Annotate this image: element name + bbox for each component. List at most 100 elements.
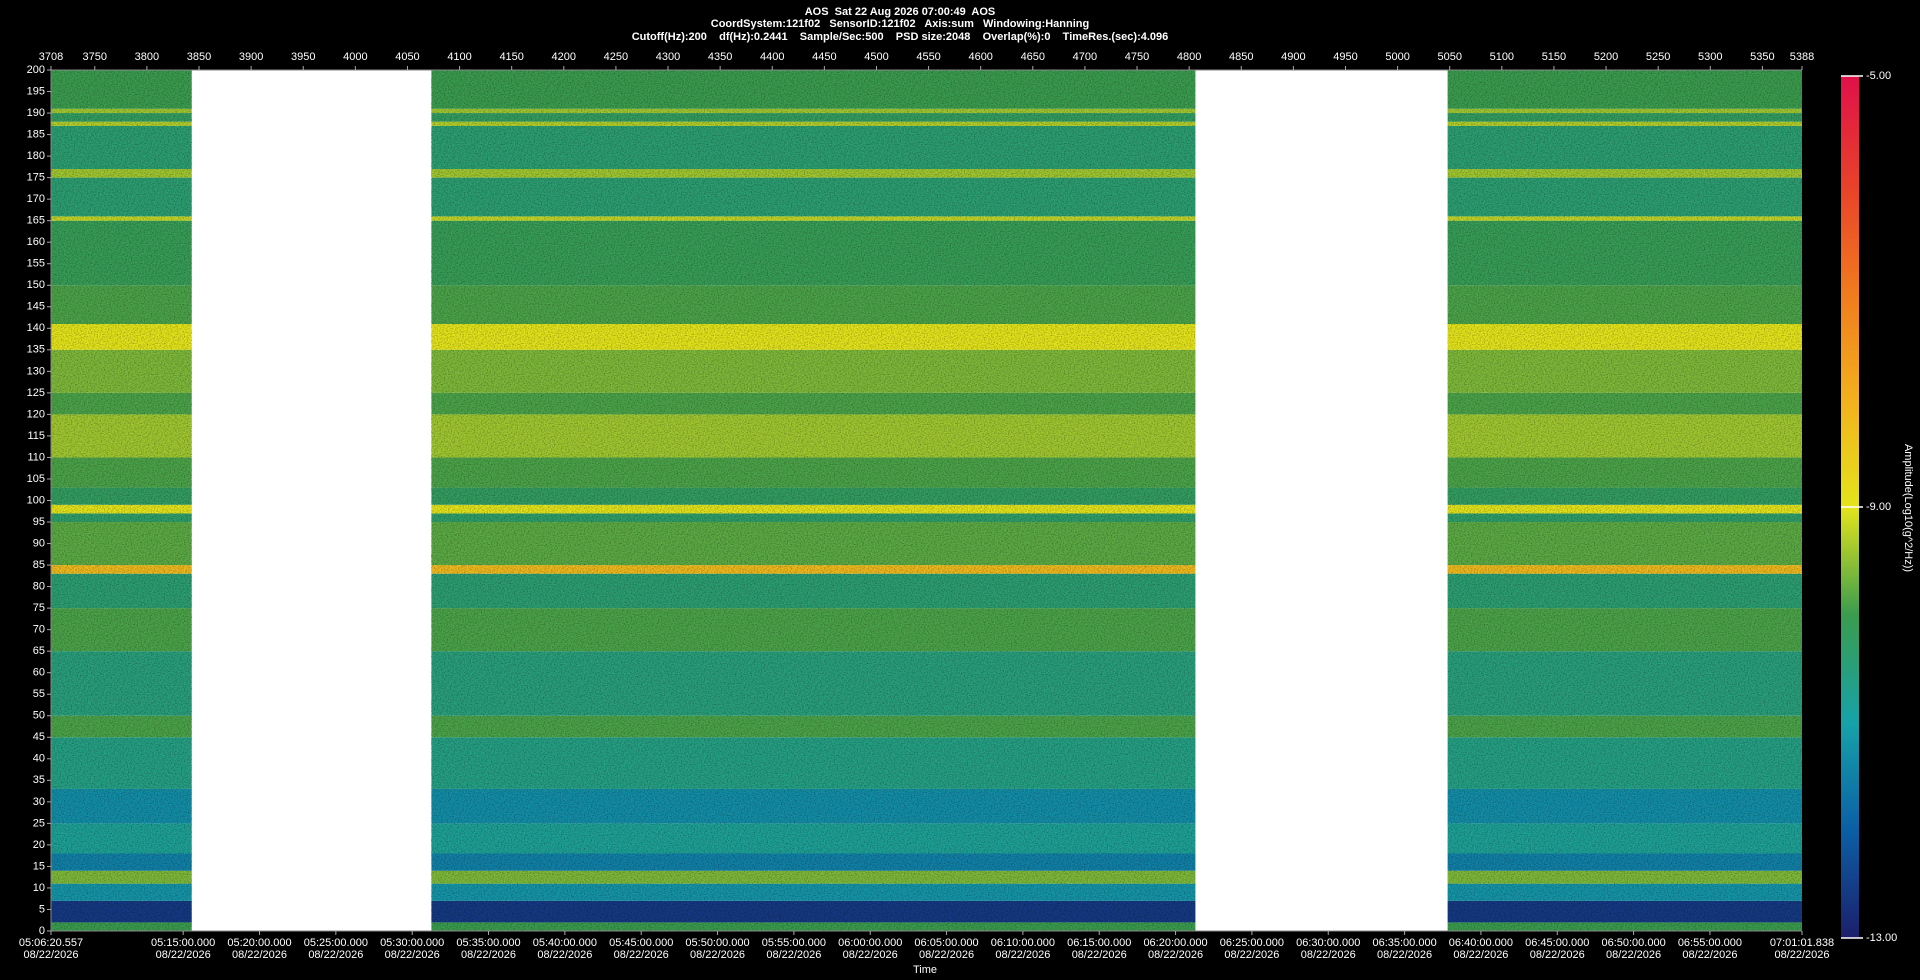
x2-tick-label: 05:40:00.000	[533, 937, 597, 949]
y-tick-label: 165	[27, 215, 45, 227]
x2-tick-label: 05:35:00.000	[456, 937, 520, 949]
x-tick-label: 4750	[1125, 51, 1149, 63]
x-tick-label: 5388	[1790, 51, 1814, 63]
x-tick-label: 4900	[1281, 51, 1305, 63]
x2-tick-date: 08/22/2026	[766, 949, 821, 961]
x-tick-label: 5050	[1437, 51, 1461, 63]
x2-tick-date: 08/22/2026	[1530, 949, 1585, 961]
y-tick-label: 145	[27, 301, 45, 313]
x2-tick-label: 06:45:00.000	[1525, 937, 1589, 949]
x-tick-label: 3750	[83, 51, 107, 63]
x2-tick-date: 08/22/2026	[385, 949, 440, 961]
x2-tick-date: 08/22/2026	[1072, 949, 1127, 961]
x2-tick-label: 05:30:00.000	[380, 937, 444, 949]
chart-subtitle: CoordSystem:121f02 SensorID:121f02 Axis:…	[711, 18, 1089, 30]
x-tick-label: 4600	[968, 51, 992, 63]
x2-tick-date: 08/22/2026	[1148, 949, 1203, 961]
x-tick-label: 5350	[1750, 51, 1774, 63]
y-tick-label: 115	[27, 430, 45, 442]
x-tick-label: 5000	[1385, 51, 1409, 63]
y-tick-label: 175	[27, 172, 45, 184]
y-tick-label: 180	[27, 150, 45, 162]
x2-tick-label: 05:55:00.000	[762, 937, 826, 949]
x-tick-label: 4350	[708, 51, 732, 63]
x2-tick-label: 06:05:00.000	[914, 937, 978, 949]
y-tick-label: 105	[27, 473, 45, 485]
x-tick-label: 4150	[499, 51, 523, 63]
y-tick-label: 55	[33, 688, 45, 700]
x2-tick-date: 08/22/2026	[1606, 949, 1661, 961]
x2-tick-label: 05:06:20.557	[19, 937, 83, 949]
x2-tick-date: 08/22/2026	[843, 949, 898, 961]
y-tick-label: 70	[33, 624, 45, 636]
x-tick-label: 4650	[1021, 51, 1045, 63]
x-tick-label: 4400	[760, 51, 784, 63]
x2-tick-label: 05:45:00.000	[609, 937, 673, 949]
x-tick-label: 3950	[291, 51, 315, 63]
y-tick-label: 95	[33, 516, 45, 528]
x2-tick-date: 08/22/2026	[690, 949, 745, 961]
y-tick-label: 200	[27, 64, 45, 76]
x2-tick-label: 06:40:00.000	[1449, 937, 1513, 949]
y-tick-label: 30	[33, 796, 45, 808]
y-tick-label: 100	[27, 494, 45, 506]
y-tick-label: 120	[27, 408, 45, 420]
x-tick-label: 5200	[1594, 51, 1618, 63]
x-tick-label: 5250	[1646, 51, 1670, 63]
x2-tick-date: 08/22/2026	[1453, 949, 1508, 961]
y-tick-label: 190	[27, 107, 45, 119]
x2-tick-label: 06:25:00.000	[1220, 937, 1284, 949]
x2-tick-label: 05:50:00.000	[685, 937, 749, 949]
chart-subtitle: Cutoff(Hz):200 df(Hz):0.2441 Sample/Sec:…	[632, 31, 1169, 43]
x-tick-label: 4000	[343, 51, 367, 63]
x2-tick-label: 06:15:00.000	[1067, 937, 1131, 949]
y-tick-label: 40	[33, 753, 45, 765]
x2-tick-label: 05:20:00.000	[227, 937, 291, 949]
x-tick-label: 4950	[1333, 51, 1357, 63]
y-tick-label: 170	[27, 193, 45, 205]
y-tick-label: 75	[33, 602, 45, 614]
y-tick-label: 25	[33, 817, 45, 829]
y-tick-label: 35	[33, 774, 45, 786]
x-tick-label: 4700	[1073, 51, 1097, 63]
x-tick-label: 3800	[135, 51, 159, 63]
x-tick-label: 4500	[864, 51, 888, 63]
y-tick-label: 125	[27, 387, 45, 399]
y-tick-label: 65	[33, 645, 45, 657]
x-tick-label: 4100	[447, 51, 471, 63]
y-tick-label: 195	[27, 85, 45, 97]
x2-tick-date: 08/22/2026	[156, 949, 211, 961]
x-tick-label: 4050	[395, 51, 419, 63]
y-tick-label: 160	[27, 236, 45, 248]
y-tick-label: 80	[33, 581, 45, 593]
colorbar-label: Amplitude(Log10(g^2/Hz))	[1902, 444, 1914, 572]
colorbar-tick-label: -9.00	[1866, 501, 1891, 513]
texture	[431, 70, 1196, 931]
x2-tick-label: 06:35:00.000	[1372, 937, 1436, 949]
y-tick-label: 10	[33, 882, 45, 894]
x2-tick-label: 06:50:00.000	[1601, 937, 1665, 949]
colorbar-tick-label: -13.00	[1866, 932, 1897, 944]
y-tick-label: 85	[33, 559, 45, 571]
y-tick-label: 15	[33, 860, 45, 872]
x2-tick-date: 08/22/2026	[537, 949, 592, 961]
x2-tick-date: 08/22/2026	[1301, 949, 1356, 961]
y-tick-label: 155	[27, 258, 45, 270]
x2-tick-label: 06:55:00.000	[1678, 937, 1742, 949]
y-tick-label: 5	[39, 903, 45, 915]
x-tick-label: 5150	[1542, 51, 1566, 63]
x-tick-label: 4200	[552, 51, 576, 63]
x2-tick-label: 06:30:00.000	[1296, 937, 1360, 949]
y-tick-label: 135	[27, 344, 45, 356]
x2-tick-label: 05:25:00.000	[304, 937, 368, 949]
y-tick-label: 90	[33, 537, 45, 549]
x2-tick-label: 07:01:01.838	[1770, 937, 1834, 949]
x2-tick-date: 08/22/2026	[1682, 949, 1737, 961]
y-tick-label: 60	[33, 667, 45, 679]
x-tick-label: 3850	[187, 51, 211, 63]
x2-tick-date: 08/22/2026	[23, 949, 78, 961]
x2-tick-date: 08/22/2026	[919, 949, 974, 961]
texture	[1447, 70, 1802, 931]
chart-title: AOS Sat 22 Aug 2026 07:00:49 AOS	[805, 6, 996, 18]
y-tick-label: 50	[33, 710, 45, 722]
